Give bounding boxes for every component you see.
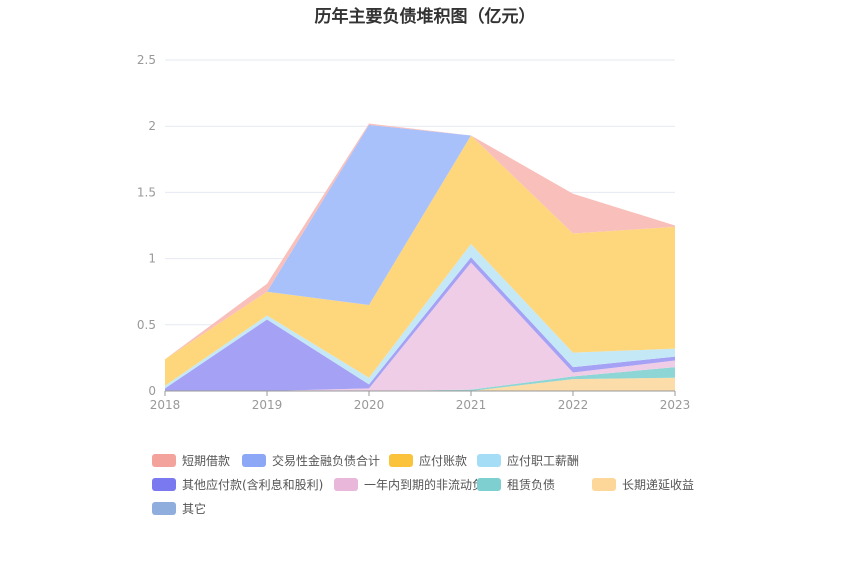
legend-label: 短期借款 (182, 453, 231, 468)
legend-item[interactable]: 交易性金融负债合计 (242, 452, 380, 468)
legend-item[interactable]: 其它 (152, 500, 206, 516)
legend-item[interactable]: 其他应付款(含利息和股利) (152, 476, 323, 492)
axes: 0 0.5 1 1.5 2 2.5 2018 2019 2020 2021 2022 2023 (137, 53, 690, 412)
legend-swatch (242, 453, 266, 467)
x-tick-label: 2023 (660, 398, 691, 412)
legend-swatch (477, 453, 501, 467)
legend-swatch (477, 477, 501, 491)
legend-label: 其他应付款(含利息和股利) (182, 477, 324, 492)
area-series-3 (165, 257, 675, 391)
area-series-2 (165, 262, 675, 391)
legend-swatch (389, 453, 413, 467)
legend-label: 交易性金融负债合计 (272, 453, 381, 468)
legend-swatch (152, 477, 176, 491)
legend-item[interactable]: 应付职工薪酬 (477, 452, 579, 468)
area-series-0 (165, 377, 675, 391)
legend-swatch (592, 477, 616, 491)
legend-swatch (334, 477, 358, 491)
y-tick-label: 2.5 (137, 53, 156, 67)
legend-label: 应付账款 (419, 453, 468, 468)
y-tick-label: 0.5 (137, 318, 156, 332)
legend-label: 长期递延收益 (622, 477, 695, 492)
y-tick-label: 2 (148, 119, 156, 133)
legend-swatch (152, 453, 176, 467)
y-tick-label: 1.5 (137, 185, 156, 199)
y-tick-label: 1 (148, 252, 156, 266)
legend-label: 租赁负债 (507, 477, 556, 492)
y-tick-label: 0 (148, 384, 156, 398)
legend-label: 一年内到期的非流动负债 (364, 477, 497, 492)
legend-label: 其它 (182, 501, 207, 516)
legend-item[interactable]: 长期递延收益 (592, 476, 694, 492)
legend-label: 应付职工薪酬 (507, 453, 580, 468)
chart-title: 历年主要负债堆积图（亿元） (314, 7, 536, 27)
area-series-5 (165, 135, 675, 386)
area-series-1 (165, 367, 675, 391)
x-tick-label: 2018 (150, 398, 181, 412)
legend-item[interactable]: 租赁负债 (477, 476, 555, 492)
legend-item[interactable]: 应付账款 (389, 452, 467, 468)
legend-swatch (152, 501, 176, 515)
x-tick-label: 2019 (252, 398, 283, 412)
area-series-layer (165, 123, 675, 391)
x-tick-label: 2020 (354, 398, 385, 412)
legend-item[interactable]: 一年内到期的非流动负债 (334, 476, 496, 492)
area-series-6 (165, 124, 675, 360)
x-tick-label: 2021 (456, 398, 487, 412)
area-series-7 (165, 123, 675, 360)
area-series-4 (165, 244, 675, 389)
legend-item[interactable]: 短期借款 (152, 452, 230, 468)
x-tick-label: 2022 (558, 398, 589, 412)
